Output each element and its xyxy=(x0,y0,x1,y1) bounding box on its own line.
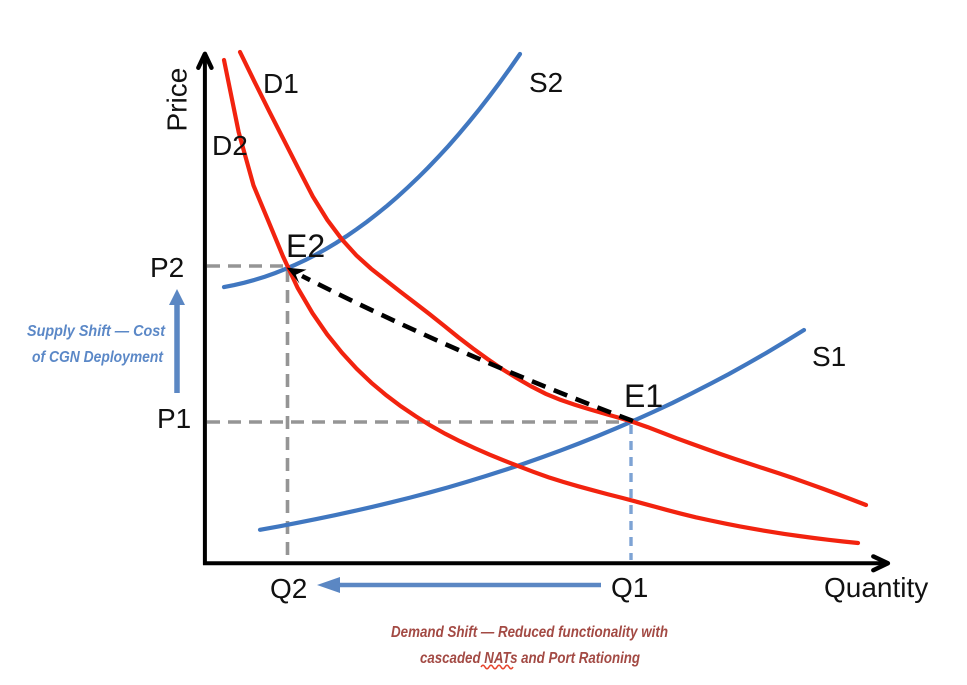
svg-text:P1: P1 xyxy=(157,403,191,434)
svg-text:Demand Shift — Reduced functio: Demand Shift — Reduced functionality wit… xyxy=(391,624,668,641)
svg-text:cascaded NATs and Port Rationi: cascaded NATs and Port Rationing xyxy=(420,650,641,667)
svg-text:S2: S2 xyxy=(529,67,563,98)
svg-text:S1: S1 xyxy=(812,341,846,372)
svg-text:Supply Shift — Cost: Supply Shift — Cost xyxy=(27,323,166,340)
svg-text:Quantity: Quantity xyxy=(824,572,928,603)
svg-text:Q1: Q1 xyxy=(611,572,648,603)
svg-text:D1: D1 xyxy=(263,68,299,99)
svg-text:of CGN Deployment: of CGN Deployment xyxy=(32,349,164,366)
svg-text:D2: D2 xyxy=(212,130,248,161)
svg-text:Price: Price xyxy=(162,68,193,132)
svg-text:E1: E1 xyxy=(624,378,663,414)
svg-text:E2: E2 xyxy=(286,228,325,264)
svg-text:P2: P2 xyxy=(150,252,184,283)
svg-text:Q2: Q2 xyxy=(270,573,307,604)
